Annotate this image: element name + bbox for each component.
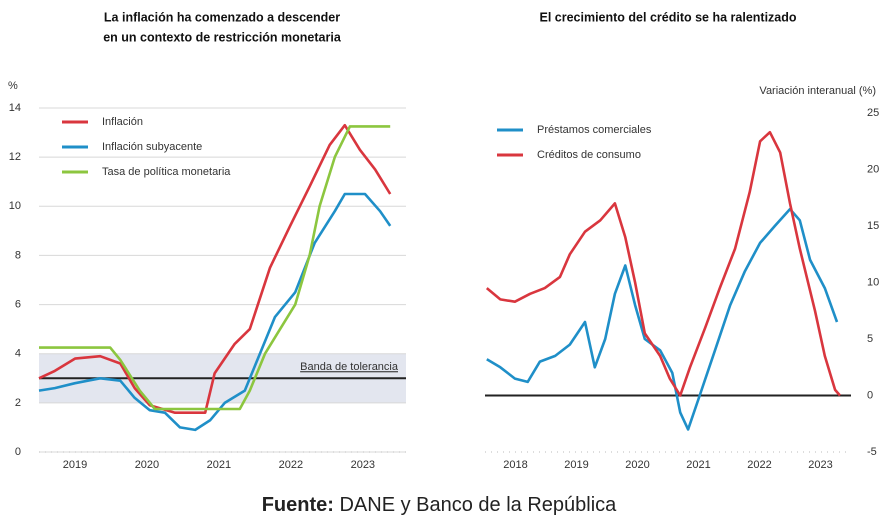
legend-label: Créditos de consumo: [537, 149, 641, 161]
x-tick-label: 2019: [564, 459, 588, 471]
x-tick-label: 2021: [686, 459, 710, 471]
source: Fuente: DANE y Banco de la República: [262, 494, 617, 516]
legend-label: Inflación subyacente: [102, 141, 202, 153]
x-tick-label: 2020: [625, 459, 649, 471]
y-tick-label: 14: [9, 102, 21, 114]
x-tick-label: 2018: [503, 459, 527, 471]
source-text: DANE y Banco de la República: [339, 494, 617, 516]
y-tick-label: 2: [15, 397, 21, 409]
band-label: Banda de tolerancia: [300, 361, 399, 373]
y-tick-label: 5: [867, 333, 873, 345]
x-tick-label: 2022: [747, 459, 771, 471]
series-line: [38, 192, 392, 432]
legend-label: Inflación: [102, 116, 143, 128]
x-tick-label: 2020: [135, 459, 159, 471]
x-tick-label: 2021: [207, 459, 231, 471]
y-axis-label: Variación interanual (%): [759, 85, 876, 97]
chart-title: La inflación ha comenzado a descender: [104, 10, 340, 24]
series-line: [486, 207, 839, 431]
source-label: Fuente:: [262, 494, 334, 516]
legend-label: Tasa de política monetaria: [102, 166, 231, 178]
series-line: [38, 123, 392, 414]
y-tick-label: 25: [867, 107, 879, 119]
x-tick-label: 2023: [351, 459, 375, 471]
y-tick-label: 10: [867, 276, 879, 288]
legend-label: Préstamos comerciales: [537, 124, 652, 136]
chart-title: en un contexto de restricción monetaria: [103, 30, 342, 44]
y-tick-label: 12: [9, 151, 21, 163]
y-axis-label: %: [8, 80, 18, 92]
y-tick-label: 20: [867, 163, 879, 175]
y-tick-label: 8: [15, 249, 21, 261]
y-tick-label: 15: [867, 220, 879, 232]
y-tick-label: 0: [867, 389, 873, 401]
y-tick-label: -5: [867, 446, 877, 458]
y-tick-label: 6: [15, 298, 21, 310]
series-line: [485, 130, 841, 397]
chart-title: El crecimiento del crédito se ha ralenti…: [539, 10, 796, 24]
y-tick-label: 4: [15, 348, 21, 360]
x-tick-label: 2023: [808, 459, 832, 471]
y-tick-label: 10: [9, 200, 21, 212]
y-tick-label: 0: [15, 446, 21, 458]
series-line: [39, 125, 391, 411]
x-tick-label: 2019: [63, 459, 87, 471]
x-tick-label: 2022: [279, 459, 303, 471]
